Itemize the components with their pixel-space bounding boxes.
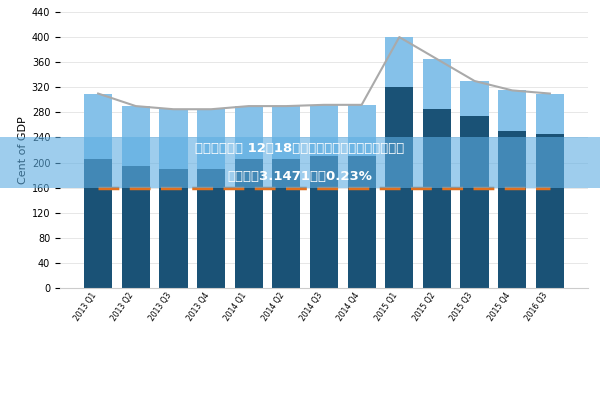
EU Threshold	[95, 185, 102, 190]
EU Threshold	[208, 185, 215, 190]
Bar	[197, 109, 225, 169]
Y-axis label: Cent of GDP: Cent of GDP	[17, 116, 28, 184]
Line: Private Sector: Private Sector	[98, 37, 550, 109]
EU Threshold	[358, 185, 365, 190]
EU Threshold	[170, 185, 177, 190]
EU Threshold	[132, 185, 139, 190]
Bar	[84, 94, 112, 160]
Text: 安庆股票配资 12月18日基金净値：华夏行业景气混合: 安庆股票配资 12月18日基金净値：华夏行业景气混合	[196, 142, 404, 155]
Bar	[310, 105, 338, 156]
Private Sector	[245, 104, 253, 108]
Private Sector	[395, 35, 403, 40]
EU Threshold	[433, 185, 440, 190]
Bar	[197, 169, 225, 288]
EU Threshold	[471, 185, 478, 190]
Text: 最新净値3.1471，涨0.23%: 最新净値3.1471，涨0.23%	[227, 170, 373, 183]
Private Sector	[433, 57, 440, 62]
Bar	[536, 134, 564, 288]
EU Threshold	[546, 185, 553, 190]
Bar	[347, 156, 376, 288]
Bar	[460, 81, 489, 116]
Bar	[498, 131, 526, 288]
Bar	[235, 106, 263, 160]
EU Threshold	[509, 185, 516, 190]
Private Sector	[358, 102, 365, 107]
Bar	[347, 105, 376, 156]
Bar	[536, 94, 564, 134]
Bar	[272, 160, 301, 288]
Bar	[423, 109, 451, 288]
EU Threshold	[283, 185, 290, 190]
Private Sector	[283, 104, 290, 108]
Bar	[385, 37, 413, 87]
Private Sector	[132, 104, 139, 108]
Bar	[159, 169, 188, 288]
Bar	[272, 106, 301, 160]
Private Sector	[471, 78, 478, 84]
Private Sector	[320, 102, 328, 107]
Bar	[122, 106, 150, 166]
Private Sector	[208, 107, 215, 112]
Bar	[84, 160, 112, 288]
Private Sector	[546, 91, 553, 96]
EU Threshold	[320, 185, 328, 190]
Bar	[385, 87, 413, 288]
Private Sector	[170, 107, 177, 112]
Bar	[159, 109, 188, 169]
Bar	[310, 156, 338, 288]
EU Threshold	[245, 185, 253, 190]
Bar	[235, 160, 263, 288]
EU Threshold	[395, 185, 403, 190]
Bar	[122, 166, 150, 288]
Bar	[460, 116, 489, 288]
Private Sector	[509, 88, 516, 93]
Bar	[498, 90, 526, 131]
Private Sector	[95, 91, 102, 96]
Bar	[423, 59, 451, 109]
